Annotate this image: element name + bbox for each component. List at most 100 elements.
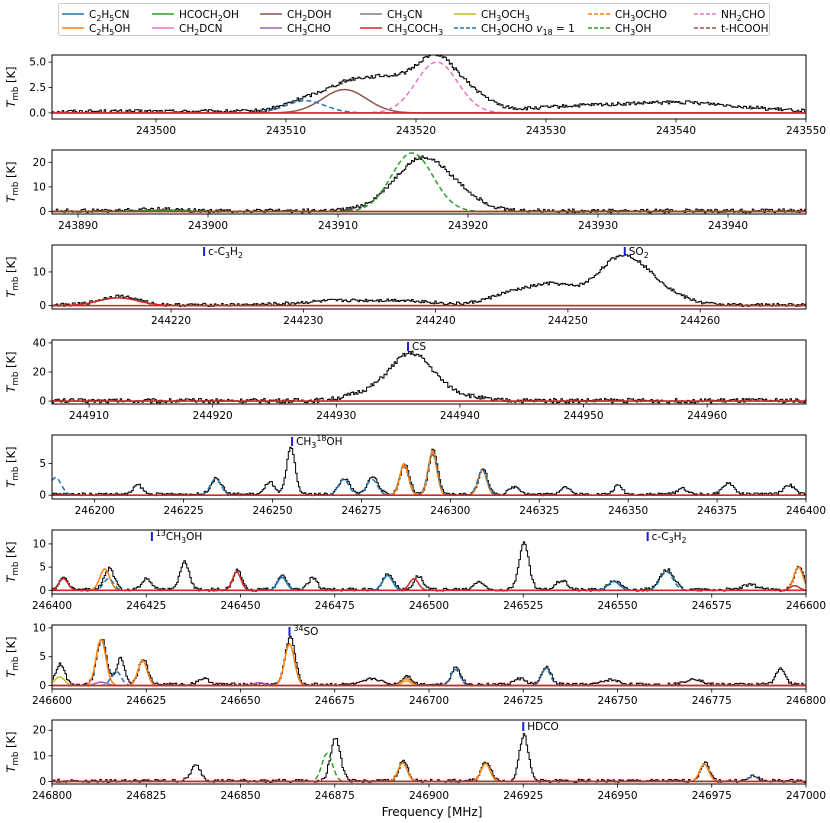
axes-frame [51, 719, 807, 785]
x-tick-label: 244940 [440, 410, 480, 422]
y-tick-label: 5 [39, 562, 46, 574]
x-tick-label: 247000 [786, 790, 826, 802]
model-curve [52, 152, 806, 213]
x-tick-label: 246575 [692, 600, 732, 612]
x-tick-label: 246925 [503, 790, 543, 802]
x-tick-label: 246600 [32, 695, 72, 707]
x-tick-label: 246425 [126, 600, 166, 612]
model-curve [52, 453, 806, 496]
legend-entry: CH2DOH [287, 9, 332, 23]
x-tick-label: 244950 [563, 410, 603, 422]
model-curve [52, 88, 806, 114]
x-tick-label: 246825 [126, 790, 166, 802]
panel-7: 246600 246625 246650 246675 246700 246725 2467… [4, 622, 826, 707]
y-tick-label: 0 [39, 490, 46, 502]
axes-frame [51, 149, 807, 215]
panel-5: 246200 246225 246250 246275 246300 246325 2463… [4, 434, 826, 517]
x-tick-label: 246600 [786, 600, 826, 612]
model-curve [52, 761, 806, 783]
y-tick-label: 20 [33, 725, 46, 737]
x-tick-label: 244240 [416, 315, 456, 327]
model-curve [52, 667, 806, 687]
observed-spectrum [52, 350, 806, 404]
y-axis-label: Tmb [K] [4, 446, 21, 487]
x-tick-label: 246675 [315, 695, 355, 707]
panel-4: 244910 244920 244930 244940 244950 244960 0 20 4… [4, 337, 807, 422]
y-axis-label: Tmb [K] [4, 351, 21, 392]
y-axis-label: Tmb [K] [4, 541, 21, 582]
panel-1: 243500 243510 243520 243530 243540 243550 0.0 2… [4, 54, 826, 137]
panel-3: 244220 244230 244240 244250 244260 0 10 Tmb [K]… [4, 244, 807, 327]
y-tick-label: 0 [39, 680, 46, 692]
x-tick-label: 246550 [597, 600, 637, 612]
axes-frame [51, 339, 807, 405]
y-tick-label: 10 [33, 750, 46, 762]
legend-entry: NH2CHO [721, 9, 765, 23]
x-tick-label: 246400 [32, 600, 72, 612]
y-tick-label: 40 [33, 337, 46, 349]
x-axis-label: Frequency [MHz] [382, 805, 483, 819]
x-tick-label: 246500 [409, 600, 449, 612]
x-tick-label: 246750 [597, 695, 637, 707]
panels: 243500 243510 243520 243530 243540 243550 0.0 2… [4, 54, 826, 802]
x-tick-label: 246475 [315, 600, 355, 612]
legend: C2H5CN HCOCH2OH CH2DOH CH3CN CH3OCH3 CH3OCHO N… [58, 3, 770, 37]
x-tick-label: 243890 [58, 220, 98, 232]
y-axis-label: Tmb [K] [4, 256, 21, 297]
legend-entry: CH3OH [615, 23, 651, 37]
legend-entry: CH2DCN [179, 23, 223, 37]
legend-entry: C2H5CN [89, 9, 129, 23]
x-tick-label: 246400 [786, 505, 826, 517]
y-tick-label: 2.5 [29, 82, 46, 94]
legend-entry: CH3CN [387, 9, 422, 23]
y-tick-label: 0 [39, 300, 46, 312]
x-tick-label: 246325 [519, 505, 559, 517]
legend-entry: C2H5OH [89, 23, 130, 37]
x-tick-label: 246375 [697, 505, 737, 517]
y-tick-label: 10 [33, 266, 46, 278]
species-label: SO2 [629, 246, 649, 260]
x-tick-label: 246300 [430, 505, 470, 517]
x-tick-label: 246525 [503, 600, 543, 612]
x-tick-label: 246850 [220, 790, 260, 802]
x-tick-label: 243550 [786, 125, 826, 137]
x-tick-label: 246625 [126, 695, 166, 707]
x-tick-label: 243920 [448, 220, 488, 232]
species-label: c-C3H2 [208, 246, 243, 260]
observed-spectrum [52, 635, 806, 687]
x-tick-label: 244220 [151, 315, 191, 327]
x-tick-label: 246225 [164, 505, 204, 517]
y-axis-label: Tmb [K] [4, 66, 21, 107]
species-label: c-C3H2 [652, 531, 687, 545]
x-tick-label: 243540 [656, 125, 696, 137]
legend-entry: HCOCH2OH [179, 9, 239, 23]
species-label: 13CH3OH [156, 529, 202, 545]
x-tick-label: 243530 [526, 125, 566, 137]
x-tick-label: 244930 [316, 410, 356, 422]
model-curve [52, 449, 806, 496]
y-tick-label: 10 [33, 538, 46, 550]
species-label: CS [412, 341, 426, 353]
y-tick-label: 5 [39, 458, 46, 470]
y-tick-label: 0.0 [29, 107, 46, 119]
y-tick-label: 20 [33, 157, 46, 169]
observed-spectrum [52, 155, 806, 214]
x-tick-label: 243500 [136, 125, 176, 137]
x-tick-label: 246975 [692, 790, 732, 802]
x-tick-label: 246700 [409, 695, 449, 707]
x-tick-label: 246350 [608, 505, 648, 517]
y-axis-label: Tmb [K] [4, 731, 21, 772]
y-tick-label: 0 [39, 206, 46, 218]
x-tick-label: 243930 [578, 220, 618, 232]
x-tick-label: 244910 [69, 410, 109, 422]
axes-frame [51, 54, 807, 120]
legend-entry: CH3OCHO v18 = 1 [481, 23, 575, 37]
x-tick-label: 243520 [396, 125, 436, 137]
legend-entry: CH3CHO [287, 23, 331, 37]
x-tick-label: 246725 [503, 695, 543, 707]
observed-spectrum [52, 541, 806, 592]
y-tick-label: 0 [39, 396, 46, 408]
x-tick-label: 244230 [283, 315, 323, 327]
axes-frame [51, 434, 807, 500]
